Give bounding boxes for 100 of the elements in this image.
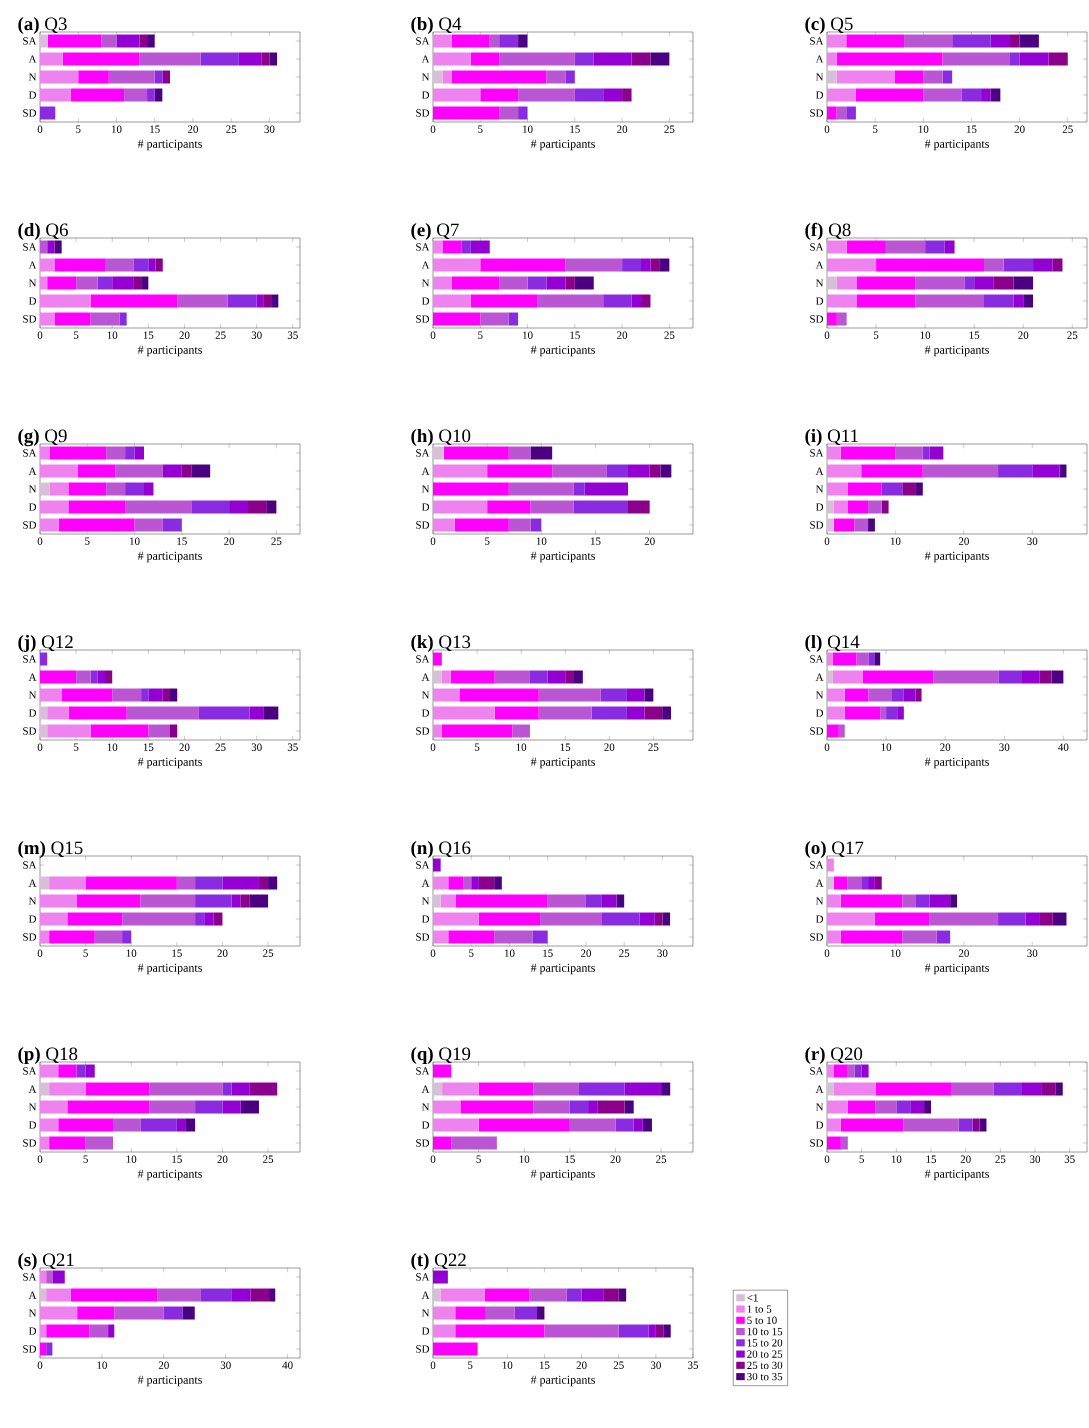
bar — [40, 106, 56, 120]
y-tick-label: D — [421, 1327, 430, 1335]
bar — [101, 34, 117, 48]
bar — [54, 312, 91, 326]
bar — [624, 1082, 662, 1096]
legend-label: 10 to 15 — [747, 1327, 783, 1336]
bar — [106, 482, 126, 496]
bar — [846, 34, 905, 48]
bar — [451, 70, 547, 84]
bar — [942, 70, 953, 84]
bar — [433, 276, 452, 290]
bar — [861, 464, 923, 478]
y-tick-label: SA — [810, 243, 824, 251]
bar — [1003, 258, 1034, 272]
bar — [574, 276, 594, 290]
bar — [433, 482, 509, 496]
bar — [1048, 52, 1068, 66]
bar — [639, 912, 655, 926]
bar — [140, 894, 196, 908]
y-tick-label: D — [28, 1121, 37, 1129]
x-axis-title: # participants — [924, 1169, 989, 1181]
bar — [125, 482, 144, 496]
y-tick-label: A — [421, 879, 430, 887]
bar — [134, 446, 144, 460]
bar — [480, 88, 519, 102]
bar — [433, 670, 442, 684]
bar — [827, 240, 847, 254]
bar — [1009, 52, 1020, 66]
bar — [518, 34, 528, 48]
bar — [40, 446, 50, 460]
y-tick-label: D — [815, 91, 824, 99]
bar — [537, 294, 604, 308]
bar — [263, 294, 272, 308]
bar — [827, 724, 839, 738]
bar — [198, 706, 250, 720]
bar — [433, 464, 488, 478]
x-tick-label: 15 — [590, 537, 601, 545]
bar — [249, 894, 269, 908]
x-tick-label: 25 — [664, 125, 675, 133]
chart-title: (n) Q16 — [411, 840, 471, 859]
bar — [868, 652, 875, 666]
bar — [54, 258, 105, 272]
x-tick-label: 0 — [430, 743, 436, 751]
chart-title: (b) Q4 — [411, 16, 462, 35]
chart-title: (s) Q21 — [18, 1252, 74, 1271]
bar — [942, 52, 1010, 66]
y-tick-label: SD — [416, 109, 430, 117]
x-tick-label: 5 — [873, 125, 878, 133]
x-tick-label: 0 — [824, 743, 830, 751]
y-tick-label: A — [28, 673, 37, 681]
x-tick-label: 5 — [485, 537, 490, 545]
bar — [487, 464, 553, 478]
bar — [487, 500, 531, 514]
bar — [886, 706, 898, 720]
x-tick-label: 5 — [469, 949, 474, 957]
bar — [441, 670, 451, 684]
bar — [832, 652, 857, 666]
x-tick-label: 0 — [430, 537, 436, 545]
bar — [861, 876, 869, 890]
bar — [485, 1306, 515, 1320]
x-tick-label: 35 — [1064, 1155, 1075, 1163]
bar — [827, 1082, 834, 1096]
x-tick-label: 20 — [224, 537, 235, 545]
y-tick-label: N — [815, 691, 824, 699]
bar — [827, 70, 837, 84]
bar — [951, 1082, 994, 1096]
bar — [616, 894, 625, 908]
bar — [998, 464, 1033, 478]
x-tick-label: 10 — [890, 949, 901, 957]
bar — [40, 1270, 47, 1284]
bar — [924, 1100, 932, 1114]
bar — [455, 1324, 545, 1338]
bar — [958, 1118, 973, 1132]
y-tick-label: SD — [23, 1345, 37, 1353]
y-tick-label: SD — [23, 1139, 37, 1147]
bar — [998, 670, 1023, 684]
bar — [1023, 294, 1034, 308]
bar — [659, 258, 670, 272]
x-tick-label: 0 — [430, 331, 436, 339]
bar — [856, 294, 916, 308]
bar — [162, 518, 182, 532]
bar — [433, 876, 449, 890]
y-tick-label: A — [421, 55, 430, 63]
bar — [827, 876, 834, 890]
bar — [836, 312, 847, 326]
bar — [147, 88, 155, 102]
y-tick-label: D — [28, 709, 37, 717]
x-tick-label: 20 — [158, 1361, 169, 1369]
bar — [642, 1118, 652, 1132]
bar — [648, 1324, 656, 1338]
bar — [460, 1100, 534, 1114]
bar — [597, 1100, 625, 1114]
bar — [922, 464, 999, 478]
bar — [448, 930, 495, 944]
bar — [40, 1118, 59, 1132]
bar — [240, 894, 250, 908]
bar — [105, 670, 113, 684]
x-tick-label: 10 — [918, 125, 929, 133]
bar — [455, 894, 548, 908]
bar — [998, 912, 1026, 926]
